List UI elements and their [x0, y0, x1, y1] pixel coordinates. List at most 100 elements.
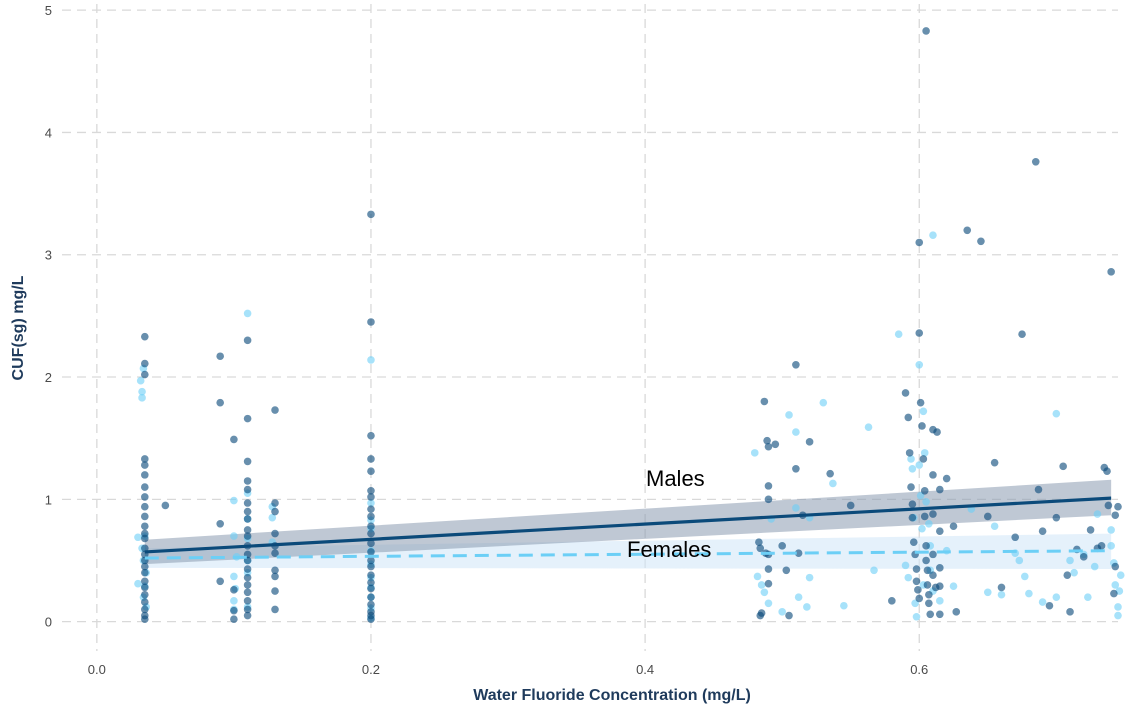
- females-fit-line: [144, 549, 1112, 560]
- females-point: [750, 449, 759, 457]
- males-point: [1034, 485, 1043, 494]
- males-point: [367, 556, 375, 565]
- males-point: [230, 606, 238, 615]
- males-point: [271, 406, 279, 414]
- males-point: [243, 588, 252, 597]
- males-point: [1018, 330, 1026, 339]
- males-point: [141, 370, 149, 379]
- males-point: [904, 413, 913, 422]
- y-tick-label: 1: [45, 492, 52, 507]
- grid-layer: [62, 4, 1118, 651]
- males-point: [792, 464, 800, 473]
- x-tick-label: 0.4: [636, 662, 654, 677]
- males-point: [367, 539, 375, 548]
- males-point: [141, 471, 149, 479]
- males-point: [243, 515, 252, 523]
- males-point: [243, 507, 252, 516]
- males-point: [243, 457, 252, 466]
- males-point: [141, 534, 149, 543]
- males-point: [1045, 601, 1054, 610]
- females-point: [912, 612, 921, 621]
- males-point: [271, 499, 279, 507]
- y-tick-label: 3: [45, 248, 52, 263]
- males-point: [977, 237, 985, 246]
- males-point: [243, 581, 252, 589]
- females-point: [1107, 526, 1115, 534]
- males-point: [1114, 502, 1122, 511]
- males-point: [271, 549, 279, 557]
- x-tick-label: 0.6: [910, 662, 928, 677]
- males-point: [1011, 533, 1019, 542]
- females-point: [792, 428, 800, 436]
- males-point: [141, 502, 149, 511]
- x-tick-label: 0.0: [88, 662, 106, 677]
- males-point: [912, 565, 921, 573]
- males-point: [243, 336, 252, 345]
- females-point: [1070, 568, 1078, 577]
- females-point: [1052, 593, 1061, 601]
- males-point: [367, 615, 375, 624]
- males-point: [1103, 467, 1111, 476]
- males-point: [794, 549, 803, 557]
- males-point: [367, 584, 375, 593]
- y-tick-label: 2: [45, 370, 52, 385]
- males-point: [805, 438, 814, 446]
- males-point: [216, 398, 224, 407]
- males-point: [923, 581, 932, 589]
- females-point: [1111, 581, 1120, 589]
- females-point: [764, 599, 773, 608]
- data-points: [134, 27, 1125, 624]
- males-point: [922, 27, 930, 35]
- males-point: [778, 542, 786, 550]
- males-point: [230, 615, 238, 624]
- females-point: [138, 387, 146, 396]
- males-point: [367, 562, 375, 571]
- males-point: [826, 469, 834, 478]
- males-point: [243, 597, 252, 605]
- females-point: [819, 398, 828, 407]
- males-point: [1038, 527, 1047, 535]
- females-point: [757, 581, 766, 589]
- males-point: [990, 458, 999, 467]
- males-point: [764, 495, 773, 504]
- y-tick-label: 4: [45, 125, 52, 140]
- males-point: [141, 562, 149, 571]
- males-point: [1110, 589, 1118, 598]
- males-point: [846, 501, 855, 510]
- males-point: [914, 586, 922, 594]
- males-point: [243, 573, 252, 582]
- males-point: [923, 566, 932, 575]
- males-point: [243, 611, 252, 620]
- females-point: [925, 520, 933, 528]
- males-point: [367, 486, 375, 495]
- males-point: [919, 455, 928, 463]
- males-point: [141, 332, 149, 341]
- males-point: [792, 361, 800, 369]
- females-point: [134, 533, 142, 542]
- males-point: [782, 566, 791, 575]
- males-point: [1063, 571, 1072, 579]
- females-point: [920, 449, 929, 457]
- males-point: [755, 538, 763, 546]
- males-point: [367, 210, 375, 219]
- males-point: [271, 566, 279, 575]
- males-point: [1104, 501, 1113, 510]
- females-point: [915, 461, 924, 469]
- females-point: [805, 573, 814, 582]
- males-point: [141, 483, 149, 491]
- males-point: [912, 577, 921, 586]
- males-point: [1107, 268, 1115, 276]
- males-point: [1031, 157, 1040, 166]
- males-fit-line: [144, 496, 1112, 554]
- females-point: [803, 603, 811, 611]
- males-point: [367, 600, 375, 609]
- males-point: [929, 571, 937, 579]
- females-point: [230, 496, 238, 505]
- males-point: [997, 583, 1006, 592]
- females-point: [794, 593, 803, 601]
- males-point: [1079, 553, 1088, 561]
- males-point: [367, 593, 375, 601]
- males-point: [929, 510, 937, 518]
- females-point: [1038, 598, 1047, 606]
- males-point: [1097, 542, 1106, 550]
